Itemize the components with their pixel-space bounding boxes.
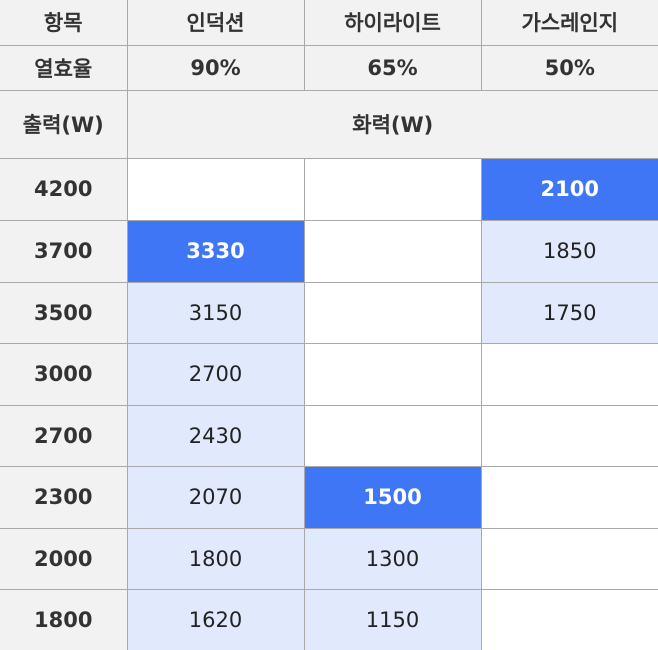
table-row: 2000 1800 1300 — [0, 527, 658, 590]
output-value: 4200 — [0, 157, 128, 221]
firepower-cell: 1620 — [126, 588, 305, 650]
output-value: 3700 — [0, 219, 128, 283]
table-row: 1800 1620 1150 — [0, 588, 658, 650]
firepower-cell: 2100 — [480, 157, 658, 221]
firepower-cell — [480, 465, 658, 529]
firepower-cell: 1850 — [480, 219, 658, 283]
firepower-cell: 2070 — [126, 465, 305, 529]
table-row: 3000 2700 — [0, 342, 658, 406]
item-label: 항목 — [0, 0, 128, 46]
firepower-cell — [480, 342, 658, 406]
output-value: 3500 — [0, 281, 128, 344]
output-label: 출력(W) — [0, 89, 128, 159]
output-value: 2000 — [0, 527, 128, 590]
efficiency-row: 열효율 90% 65% 50% — [0, 44, 658, 91]
column-induction: 인덕션 — [126, 0, 305, 46]
efficiency-induction: 90% — [126, 44, 305, 91]
firepower-cell: 1150 — [303, 588, 482, 650]
firepower-cell: 3330 — [126, 219, 305, 283]
table-row: 4200 2100 — [0, 157, 658, 221]
column-gas-range: 가스레인지 — [480, 0, 658, 46]
firepower-cell — [303, 281, 482, 344]
firepower-cell: 2430 — [126, 404, 305, 467]
column-highlight: 하이라이트 — [303, 0, 482, 46]
table-row: 3700 3330 1850 — [0, 219, 658, 283]
table-row: 2700 2430 — [0, 404, 658, 467]
firepower-cell — [480, 588, 658, 650]
firepower-label: 화력(W) — [126, 89, 658, 159]
firepower-cell — [303, 404, 482, 467]
header-row: 항목 인덕션 하이라이트 가스레인지 — [0, 0, 658, 46]
output-value: 2300 — [0, 465, 128, 529]
efficiency-gas-range: 50% — [480, 44, 658, 91]
firepower-cell: 1800 — [126, 527, 305, 590]
firepower-cell — [480, 404, 658, 467]
firepower-cell: 3150 — [126, 281, 305, 344]
firepower-cell — [303, 342, 482, 406]
firepower-cell — [303, 219, 482, 283]
output-value: 3000 — [0, 342, 128, 406]
efficiency-label: 열효율 — [0, 44, 128, 91]
output-value: 2700 — [0, 404, 128, 467]
firepower-cell: 1750 — [480, 281, 658, 344]
firepower-cell: 2700 — [126, 342, 305, 406]
firepower-cell — [480, 527, 658, 590]
table-row: 3500 3150 1750 — [0, 281, 658, 344]
firepower-cell: 1500 — [303, 465, 482, 529]
units-row: 출력(W) 화력(W) — [0, 89, 658, 159]
efficiency-highlight: 65% — [303, 44, 482, 91]
firepower-cell — [303, 157, 482, 221]
table-row: 2300 2070 1500 — [0, 465, 658, 529]
firepower-cell: 1300 — [303, 527, 482, 590]
firepower-cell — [126, 157, 305, 221]
output-value: 1800 — [0, 588, 128, 650]
